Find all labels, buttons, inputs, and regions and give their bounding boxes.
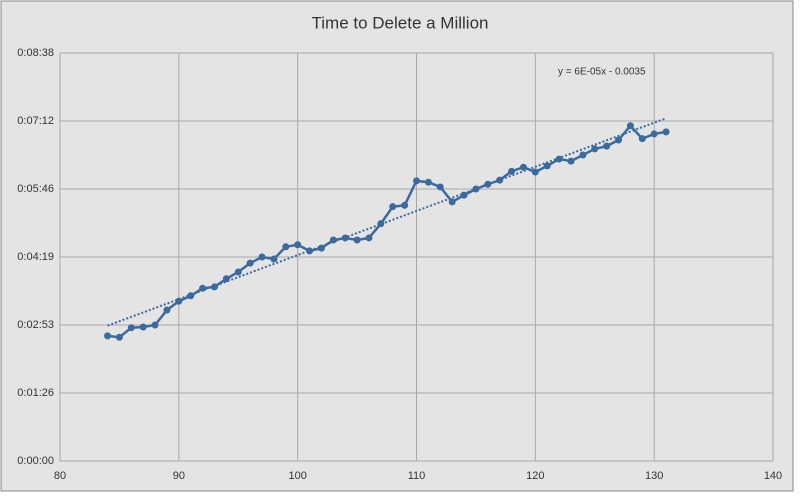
data-point [175, 297, 183, 305]
data-point [401, 201, 409, 209]
data-point [377, 220, 385, 228]
data-point [615, 136, 623, 144]
x-tick-label: 140 [764, 470, 782, 482]
data-point [222, 275, 230, 283]
y-tick-label: 0:07:12 [17, 115, 54, 127]
y-tick-label: 0:00:00 [17, 455, 54, 467]
data-point [246, 259, 254, 267]
data-point [306, 247, 314, 255]
data-point [662, 128, 670, 136]
data-point [543, 162, 551, 170]
data-point [151, 321, 159, 329]
data-point [210, 283, 218, 291]
data-point [650, 130, 658, 138]
y-tick-label: 0:04:19 [17, 251, 54, 263]
y-tick-label: 0:05:46 [17, 183, 54, 195]
data-point [365, 234, 373, 242]
data-point [389, 203, 397, 211]
data-point [519, 163, 527, 171]
data-point [484, 180, 492, 188]
x-tick-label: 120 [526, 470, 544, 482]
data-point [626, 122, 634, 130]
data-point [424, 178, 432, 186]
y-tick-label: 0:02:53 [17, 319, 54, 331]
data-point [591, 145, 599, 153]
data-point [508, 167, 516, 175]
trendline [107, 117, 667, 327]
data-point [270, 255, 278, 263]
data-point [104, 332, 112, 340]
trendline-equation: y = 6E-05x - 0.0035 [558, 67, 646, 78]
data-point [258, 253, 266, 261]
data-point [199, 284, 207, 292]
x-tick-label: 100 [288, 470, 306, 482]
data-point [341, 234, 349, 242]
data-point [567, 157, 575, 165]
y-tick-label: 0:01:26 [17, 387, 54, 399]
data-point [555, 155, 563, 163]
x-tick-label: 130 [645, 470, 663, 482]
x-tick-label: 80 [54, 470, 66, 482]
data-point [531, 168, 539, 176]
data-point [294, 241, 302, 249]
data-point [436, 183, 444, 191]
y-tick-label: 0:08:38 [17, 47, 54, 59]
data-point [282, 243, 290, 251]
data-point [448, 198, 456, 206]
data-point [329, 236, 337, 244]
data-point [496, 176, 504, 184]
chart-title: Time to Delete a Million [312, 13, 489, 32]
data-point [115, 333, 123, 341]
data-point [317, 244, 325, 252]
data-point [127, 324, 135, 332]
data-point [139, 323, 147, 331]
data-point [413, 177, 420, 185]
data-point [234, 268, 242, 276]
data-point [638, 135, 646, 143]
data-point [603, 142, 611, 150]
data-point [579, 151, 587, 159]
data-point [187, 292, 195, 300]
data-point [472, 185, 480, 193]
x-tick-label: 90 [173, 470, 185, 482]
data-point [460, 191, 468, 199]
x-tick-label: 110 [408, 470, 426, 482]
data-point [163, 306, 171, 314]
data-point [353, 236, 361, 244]
